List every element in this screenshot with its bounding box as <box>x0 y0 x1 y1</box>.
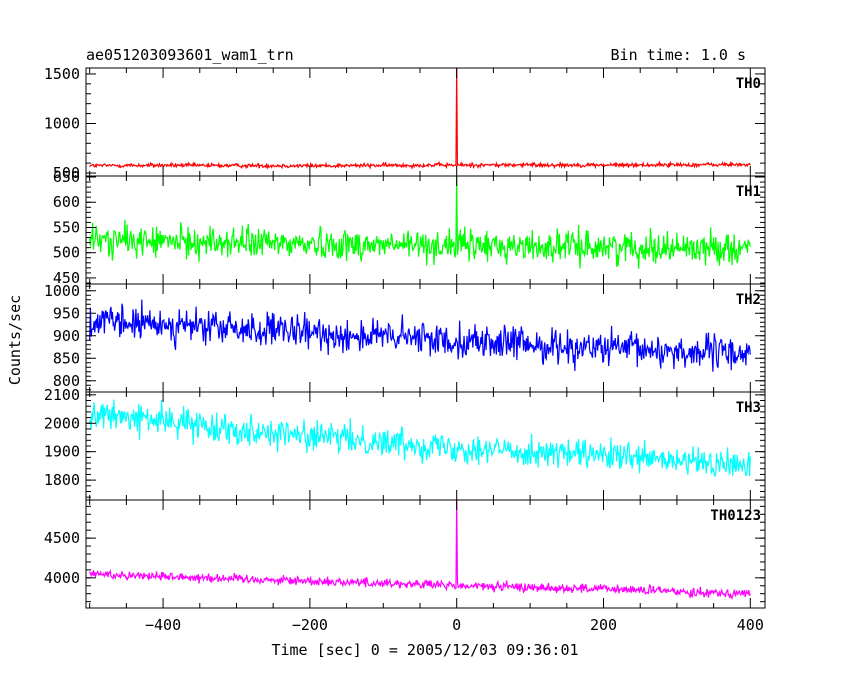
series-th0123 <box>89 500 751 600</box>
y-tick-label: 1800 <box>44 471 80 489</box>
panel-th0123: 4000 4500 TH0123 <box>44 499 766 609</box>
y-tick-label: 2000 <box>44 414 80 432</box>
y-tick-label: 600 <box>53 193 80 211</box>
y-tick-label: 650 <box>53 168 80 186</box>
panel-label-th2: TH2 <box>736 292 761 308</box>
y-tick-label: 550 <box>53 218 80 236</box>
y-tick-label: 1500 <box>44 65 80 83</box>
x-tick-label: −400 <box>145 616 181 634</box>
series-th0 <box>89 68 751 170</box>
x-axis: −400 −200 0 200 400 <box>145 616 764 634</box>
y-tick-label: 500 <box>53 164 80 182</box>
panel-label-th1: TH1 <box>736 184 761 200</box>
x-tick-label: 200 <box>590 616 617 634</box>
panel-th3: 1800 1900 2000 2100 TH3 <box>44 386 766 501</box>
y-tick-label: 4500 <box>44 529 80 547</box>
series-th2 <box>89 299 751 372</box>
panel-frame <box>85 67 766 177</box>
y-tick-label: 1000 <box>44 282 80 300</box>
panel-th2: 800 850 900 950 1000 TH2 <box>44 282 766 393</box>
x-axis-label: Time [sec] 0 = 2005/12/03 09:36:01 <box>271 641 578 659</box>
y-tick-label: 1900 <box>44 443 80 461</box>
y-tick-label: 950 <box>53 304 80 322</box>
panels-group: 500 1000 1500 TH0 450 500 550 600 650 TH1 800 850 90… <box>44 65 766 609</box>
y-tick-label: 1000 <box>44 114 80 132</box>
panel-label-th3: TH3 <box>736 400 761 416</box>
y-tick-label: 450 <box>53 269 80 287</box>
y-tick-label: 800 <box>53 372 80 390</box>
panel-label-th0123: TH0123 <box>710 508 761 524</box>
chart-title: ae051203093601_wam1_trn <box>86 46 294 64</box>
y-tick-label: 500 <box>53 244 80 262</box>
x-tick-label: 400 <box>737 616 764 634</box>
y-tick-label: 850 <box>53 349 80 367</box>
panel-th1: 450 500 550 600 650 TH1 <box>53 168 766 287</box>
x-tick-label: −200 <box>292 616 328 634</box>
bin-time-label: Bin time: 1.0 s <box>611 46 746 64</box>
series-th1 <box>89 176 751 269</box>
panel-th0: 500 1000 1500 TH0 <box>44 65 766 182</box>
y-tick-label: 4000 <box>44 569 80 587</box>
x-tick-label: 0 <box>452 616 461 634</box>
y-tick-label: 900 <box>53 327 80 345</box>
panel-label-th0: TH0 <box>736 76 761 92</box>
y-tick-label: 2100 <box>44 386 80 404</box>
series-th3 <box>89 399 751 477</box>
y-axis-label: Counts/sec <box>6 295 24 385</box>
